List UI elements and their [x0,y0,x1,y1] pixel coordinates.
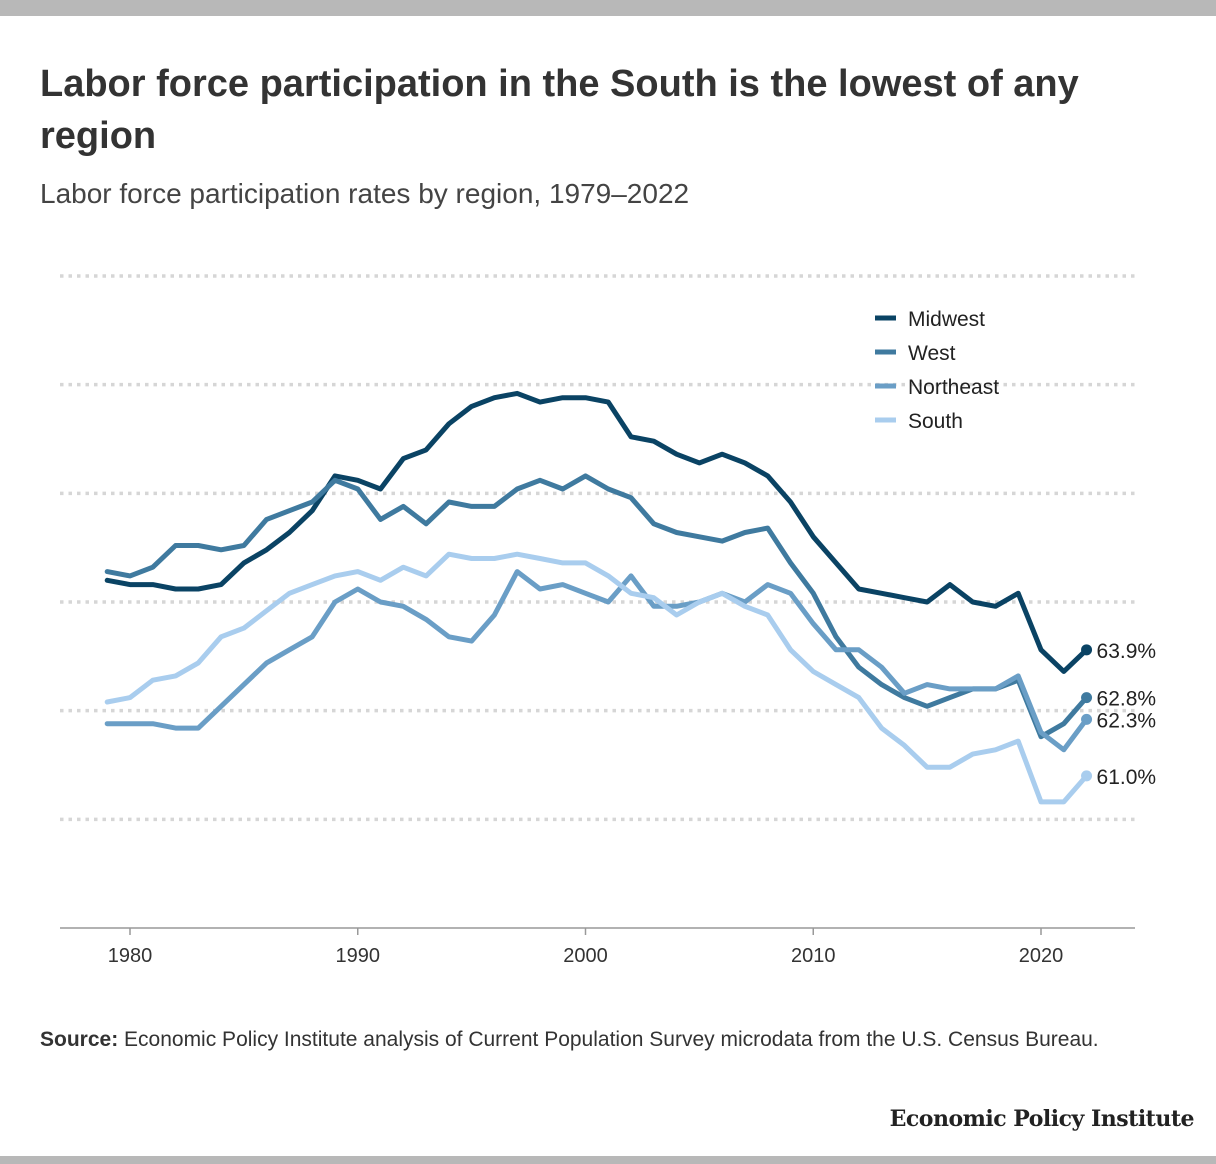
end-label-northeast: 62.3% [1097,709,1157,732]
x-tick-label: 2020 [1019,945,1064,967]
x-tick-label: 1980 [108,945,153,967]
legend-label-west: West [908,342,956,365]
x-tick-label: 2000 [563,945,608,967]
legend-label-midwest: Midwest [908,308,985,331]
end-label-midwest: 63.9% [1097,640,1157,663]
series-line-midwest [104,390,1089,674]
end-label-west: 62.8% [1097,688,1157,711]
x-tick-label: 2010 [791,945,836,967]
series-line-south [104,551,1089,805]
x-tick-label: 1990 [336,945,381,967]
bottom-border [0,1156,1216,1164]
end-point-west [1081,692,1093,704]
source-note: Source: Economic Policy Institute analys… [40,1024,1160,1056]
epi-logo: Economic Policy Institute [889,1106,1195,1132]
legend-label-northeast: Northeast [908,376,999,399]
top-border [0,0,1216,16]
series-line-west [104,473,1089,740]
end-point-south [1081,770,1093,782]
end-point-northeast [1081,713,1093,725]
chart-title: Labor force participation in the South i… [40,63,1079,157]
end-label-south: 61.0% [1097,766,1157,789]
end-point-midwest [1081,644,1093,656]
legend-label-south: South [908,410,963,433]
chart-subtitle: Labor force participation rates by regio… [40,178,690,209]
series-line-northeast [104,569,1089,753]
source-label: Source: [40,1028,119,1051]
source-text: Economic Policy Institute analysis of Cu… [118,1028,1099,1051]
